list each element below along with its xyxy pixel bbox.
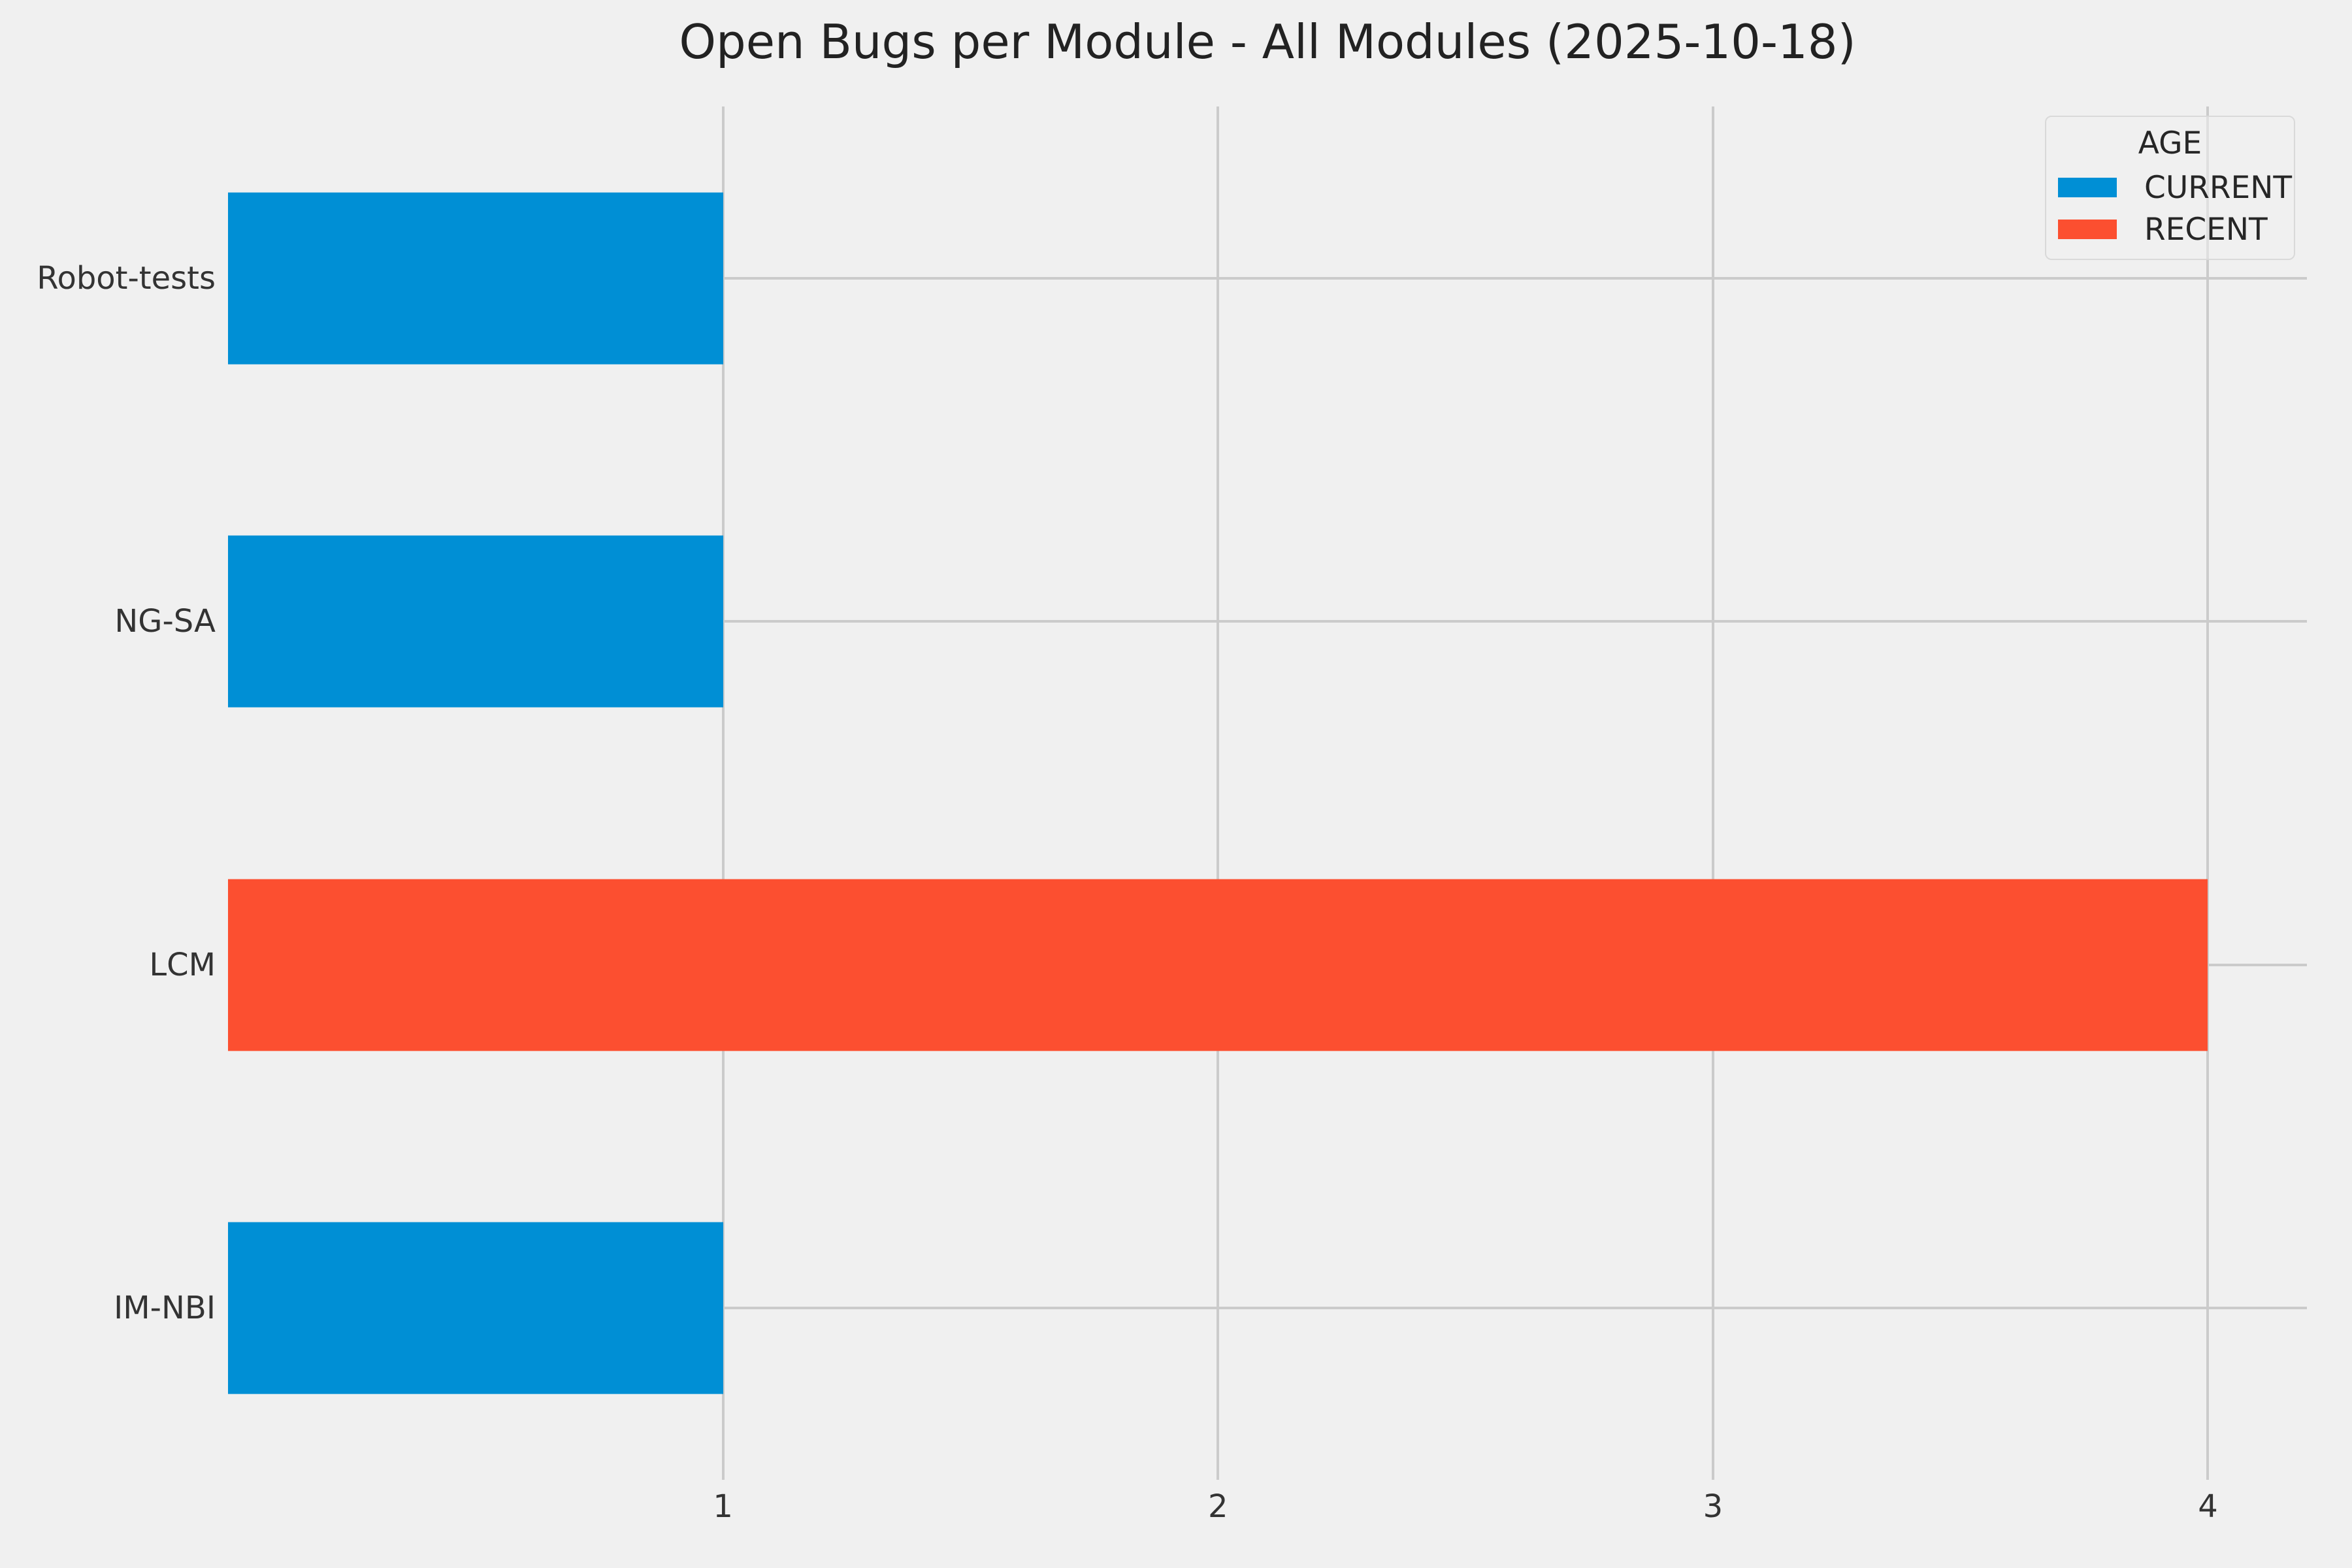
gridline-y-ng-sa xyxy=(228,620,2307,623)
gridline-x-2 xyxy=(1217,106,1220,1480)
gridline-y-robot-tests xyxy=(228,276,2307,280)
gridline-y-im-nbi xyxy=(228,1307,2307,1310)
y-axis: Robot-tests NG-SA LCM IM-NBI xyxy=(0,106,216,1480)
legend-entries: CURRENT RECENT xyxy=(2058,167,2292,250)
gridline-x-3 xyxy=(1711,106,1714,1480)
bar-lcm xyxy=(228,879,2208,1051)
x-tick-label-3: 3 xyxy=(1703,1488,1723,1525)
y-tick-label-lcm: LCM xyxy=(149,946,216,983)
legend-label-recent: RECENT xyxy=(2144,211,2268,248)
chart-title: Open Bugs per Module - All Modules (2025… xyxy=(679,14,1856,69)
legend-row-recent: RECENT xyxy=(2058,208,2282,250)
legend-row-current: CURRENT xyxy=(2058,167,2292,208)
bar-ng-sa xyxy=(228,535,723,708)
legend-swatch-recent xyxy=(2058,220,2117,240)
plot-area xyxy=(228,106,2307,1480)
x-axis: 1 2 3 4 xyxy=(228,1488,2307,1541)
y-tick-label-im-nbi: IM-NBI xyxy=(114,1290,216,1327)
legend: AGE CURRENT RECENT xyxy=(2045,116,2295,260)
y-tick-label-ng-sa: NG-SA xyxy=(114,603,216,640)
bar-robot-tests xyxy=(228,192,723,365)
bar-im-nbi xyxy=(228,1222,723,1394)
legend-label-current: CURRENT xyxy=(2144,169,2293,206)
y-tick-label-robot-tests: Robot-tests xyxy=(37,259,216,297)
x-tick-label-1: 1 xyxy=(713,1488,733,1525)
x-tick-label-4: 4 xyxy=(2198,1488,2218,1525)
gridline-x-1 xyxy=(721,106,725,1480)
legend-title: AGE xyxy=(2138,125,2202,161)
legend-swatch-current xyxy=(2058,178,2117,198)
x-tick-label-2: 2 xyxy=(1207,1488,1228,1525)
gridline-x-4 xyxy=(2206,106,2210,1480)
